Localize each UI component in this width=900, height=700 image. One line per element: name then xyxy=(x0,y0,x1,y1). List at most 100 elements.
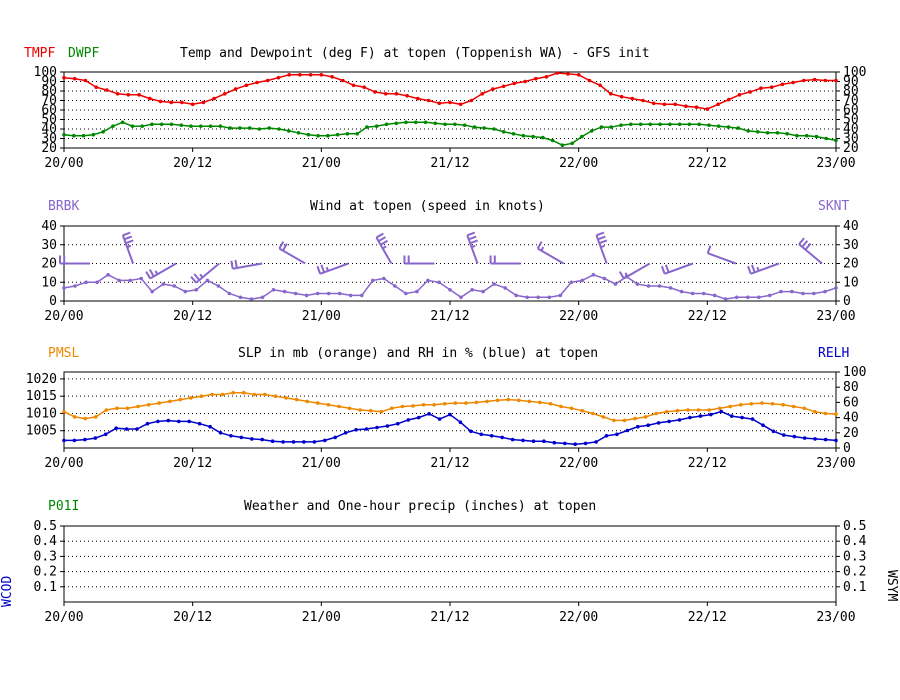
relh-point xyxy=(531,439,536,444)
tmpf-point xyxy=(373,90,377,94)
dwpf-point xyxy=(707,123,711,127)
relh-point xyxy=(427,412,431,416)
pmsl-point xyxy=(178,397,183,402)
wind-speed-point xyxy=(448,288,452,292)
relh-point xyxy=(208,424,212,429)
precip-right-ticks: 0.10.20.30.40.5 xyxy=(836,519,867,595)
wind-speed-point xyxy=(591,273,596,277)
dwpf-point xyxy=(247,126,252,130)
wind-speed-point xyxy=(503,286,507,290)
relh-point xyxy=(312,440,317,444)
precip-left-ticks: 0.10.20.30.40.5 xyxy=(34,519,64,595)
pmsl-point xyxy=(569,406,574,411)
tmpf-point xyxy=(512,81,517,86)
dwpf-point xyxy=(658,122,662,127)
pmsl-point xyxy=(168,399,172,404)
precip-x-ticks: 20/00 20/12 21/00 21/12 22/00 22/12 23/00 xyxy=(44,602,856,625)
relh-point xyxy=(489,434,494,438)
pmsl-point xyxy=(834,412,838,416)
relh-point xyxy=(604,434,609,438)
temp-x-ticks: 20/00 20/12 21/00 21/12 22/00 22/12 23/00 xyxy=(44,148,856,171)
x-tick-label: 20/12 xyxy=(173,309,212,324)
pmsl-point xyxy=(749,402,754,406)
dwpf-point xyxy=(228,126,232,130)
x-tick-label: 20/00 xyxy=(44,610,83,625)
wind-left-ticks: 0 10 20 30 40 xyxy=(41,219,64,309)
wind-speed-point xyxy=(459,295,463,300)
wind-speed-point xyxy=(139,276,143,281)
dwpf-point xyxy=(814,134,819,139)
wind-speed-point xyxy=(315,291,320,296)
wind-barb xyxy=(489,255,521,265)
wind-barb xyxy=(121,231,134,264)
wind-speed-point xyxy=(73,284,77,288)
y-tick-label-left: 0.2 xyxy=(34,565,57,580)
relh-point xyxy=(166,418,171,423)
dwpf-point xyxy=(423,120,428,125)
wind-speed-point xyxy=(679,289,684,294)
wind-speed-point xyxy=(161,282,166,286)
dwpf-point xyxy=(72,133,76,138)
sknt-label: SKNT xyxy=(818,199,849,214)
tmpf-point xyxy=(265,78,270,83)
relh-point xyxy=(625,428,630,433)
tmpf-point xyxy=(169,100,173,105)
dwpf-point xyxy=(335,132,340,137)
wind-speed-point xyxy=(514,293,518,298)
y-tick-label-left: 0.3 xyxy=(34,549,57,564)
wind-speed-point xyxy=(172,284,177,288)
pmsl-point xyxy=(474,400,479,405)
dwpf-point xyxy=(345,132,350,136)
wind-speed-point xyxy=(701,291,706,296)
dwpf-label: DWPF xyxy=(68,46,99,61)
tmpf-point xyxy=(298,73,302,77)
wind-barb xyxy=(403,255,435,265)
pmsl-point xyxy=(316,401,320,405)
wind-speed-point xyxy=(360,293,364,298)
wind-speed-point xyxy=(746,295,750,300)
wind-speed-point xyxy=(293,291,298,296)
wind-speed-point xyxy=(558,293,563,298)
wind-barb xyxy=(375,232,393,265)
wind-barb xyxy=(798,237,823,265)
y-tick-label-right: 60 xyxy=(843,395,859,410)
tmpf-point xyxy=(394,92,399,96)
dwpf-point xyxy=(62,132,66,137)
dwpf-point xyxy=(287,129,291,133)
dwpf-point xyxy=(199,124,203,128)
tmpf-point xyxy=(694,105,699,109)
wcod-label: WCOD xyxy=(0,576,15,607)
x-tick-label: 21/12 xyxy=(430,456,469,471)
relh-point xyxy=(291,440,296,444)
relh-point xyxy=(500,435,505,440)
pmsl-point xyxy=(368,408,373,413)
dwpf-point xyxy=(169,122,174,127)
dwpf-point xyxy=(101,130,105,134)
dwpf-point xyxy=(629,122,633,127)
temp-panel-title: Temp and Dewpoint (deg F) at topen (Topp… xyxy=(180,46,650,61)
wind-speed-point xyxy=(150,289,154,294)
tmpf-point xyxy=(587,78,592,83)
tmpf-point xyxy=(791,80,795,85)
x-tick-label: 20/12 xyxy=(173,456,212,471)
relh-point xyxy=(396,421,400,426)
dwpf-point xyxy=(374,124,379,128)
x-tick-label: 22/12 xyxy=(688,156,727,171)
x-tick-label: 22/12 xyxy=(688,456,727,471)
y-tick-label-right: 40 xyxy=(843,122,859,137)
pmsl-point xyxy=(506,397,511,402)
wind-speed-point xyxy=(271,288,276,292)
relh-point xyxy=(260,437,265,442)
wind-speed-point xyxy=(426,278,430,283)
dwpf-point xyxy=(609,125,613,129)
dwpf-point xyxy=(756,130,760,134)
x-tick-label: 21/00 xyxy=(302,610,341,625)
dwpf-point xyxy=(804,133,809,138)
tmpf-point xyxy=(416,96,420,101)
y-tick-label-right: 0.1 xyxy=(843,580,866,595)
pmsl-point xyxy=(252,392,257,397)
pmsl-point xyxy=(263,392,267,397)
pmsl-point xyxy=(157,401,161,405)
y-tick-label-left: 90 xyxy=(41,75,57,90)
tmpf-point xyxy=(598,83,602,88)
